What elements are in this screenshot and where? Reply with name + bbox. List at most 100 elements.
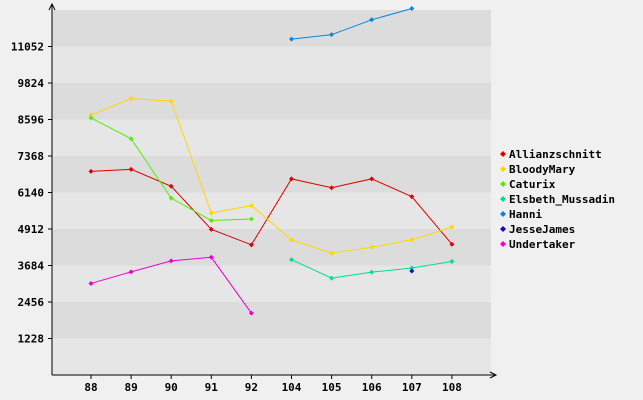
x-tick-label: 107	[402, 381, 422, 394]
data-point	[329, 185, 335, 191]
data-point	[88, 168, 94, 174]
data-point	[409, 237, 415, 243]
series-elsbeth-mussadin	[289, 257, 455, 281]
series-jessejames	[409, 268, 415, 274]
grid-bands	[52, 10, 491, 375]
legend-label: Allianzschnitt	[509, 148, 602, 161]
data-point	[128, 166, 134, 172]
data-point	[329, 275, 335, 281]
data-point	[409, 194, 415, 200]
series-allianzschnitt	[88, 166, 455, 248]
grid-band	[52, 192, 491, 229]
legend-item: Elsbeth_Mussadin	[500, 193, 615, 206]
data-point	[208, 254, 214, 260]
data-point	[289, 237, 294, 243]
data-point	[449, 258, 455, 264]
data-point	[289, 257, 294, 263]
y-tick-label: 6140	[18, 187, 45, 200]
data-point	[329, 32, 335, 38]
data-point	[329, 250, 335, 256]
grid-band	[52, 46, 491, 83]
y-tick-label: 8596	[18, 114, 45, 127]
data-point	[128, 269, 134, 275]
series-caturix	[88, 115, 254, 223]
data-point	[369, 17, 375, 23]
legend-label: Hanni	[509, 208, 542, 221]
x-axis-ticks: 88 89 90 91 92 104 105 106 107 108	[84, 375, 462, 394]
series-bloodymary	[88, 96, 455, 256]
grid-band	[52, 229, 491, 266]
data-point	[449, 241, 455, 247]
legend-marker	[500, 181, 506, 187]
legend-item: Caturix	[500, 178, 556, 191]
legend-marker	[500, 196, 506, 202]
data-point	[88, 112, 94, 118]
legend-label: JesseJames	[509, 223, 575, 236]
axes	[48, 2, 498, 379]
data-point	[289, 176, 294, 182]
series-line	[291, 8, 412, 40]
data-point	[248, 203, 254, 209]
y-tick-label: 2456	[18, 296, 45, 309]
data-point	[248, 310, 254, 316]
legend-marker	[500, 226, 506, 232]
data-point	[369, 269, 375, 275]
data-point	[289, 36, 294, 42]
data-point	[369, 176, 375, 182]
data-point	[168, 98, 174, 104]
grid-band	[52, 302, 491, 339]
legend-item: Undertaker	[500, 238, 576, 251]
legend-label: Elsbeth_Mussadin	[509, 193, 615, 206]
y-tick-label: 7368	[18, 150, 45, 163]
data-point	[248, 242, 254, 248]
x-tick-label: 108	[442, 381, 462, 394]
data-point	[128, 136, 134, 142]
grid-band	[52, 156, 491, 193]
x-tick-label: 90	[165, 381, 178, 394]
grid-band	[52, 119, 491, 156]
x-tick-label: 91	[205, 381, 219, 394]
x-tick-label: 105	[322, 381, 342, 394]
data-point	[88, 115, 94, 121]
legend-marker	[500, 166, 506, 172]
data-point	[88, 280, 94, 286]
legend-marker	[500, 151, 506, 157]
legend: Allianzschnitt BloodyMary Caturix Elsbeth_M…	[500, 148, 615, 251]
x-tick-label: 104	[282, 381, 302, 394]
x-tick-label: 106	[362, 381, 382, 394]
data-point	[409, 268, 415, 274]
y-tick-label: 11052	[11, 41, 44, 54]
y-axis-ticks: 1228 2456 3684 4912 6140 7368 8596 9824 11052	[11, 41, 52, 346]
data-point	[168, 258, 174, 264]
grid-band	[52, 10, 491, 47]
grid-band	[52, 83, 491, 120]
series-hanni	[289, 6, 415, 42]
x-tick-label: 89	[124, 381, 137, 394]
y-axis-arrow	[48, 2, 56, 11]
data-point	[128, 96, 134, 102]
data-point	[208, 226, 214, 232]
x-tick-label: 88	[84, 381, 97, 394]
data-point	[208, 210, 214, 216]
grid-band	[52, 265, 491, 302]
series-line	[90, 98, 453, 254]
legend-label: Undertaker	[509, 238, 576, 251]
y-tick-label: 4912	[18, 223, 45, 236]
series-line	[90, 168, 453, 246]
data-point	[168, 195, 174, 201]
legend-item: Allianzschnitt	[500, 148, 602, 161]
data-point	[409, 6, 415, 12]
x-axis-arrow	[489, 371, 498, 379]
y-tick-label: 1228	[18, 333, 45, 346]
y-tick-label: 3684	[18, 260, 45, 273]
legend-label: BloodyMary	[509, 163, 576, 176]
legend-item: JesseJames	[500, 223, 575, 236]
y-tick-label: 9824	[18, 77, 45, 90]
grid-band	[52, 338, 491, 375]
data-point	[369, 244, 375, 250]
data-point	[168, 183, 174, 189]
x-tick-label: 92	[245, 381, 258, 394]
series-group	[88, 6, 455, 316]
data-point	[449, 224, 455, 230]
